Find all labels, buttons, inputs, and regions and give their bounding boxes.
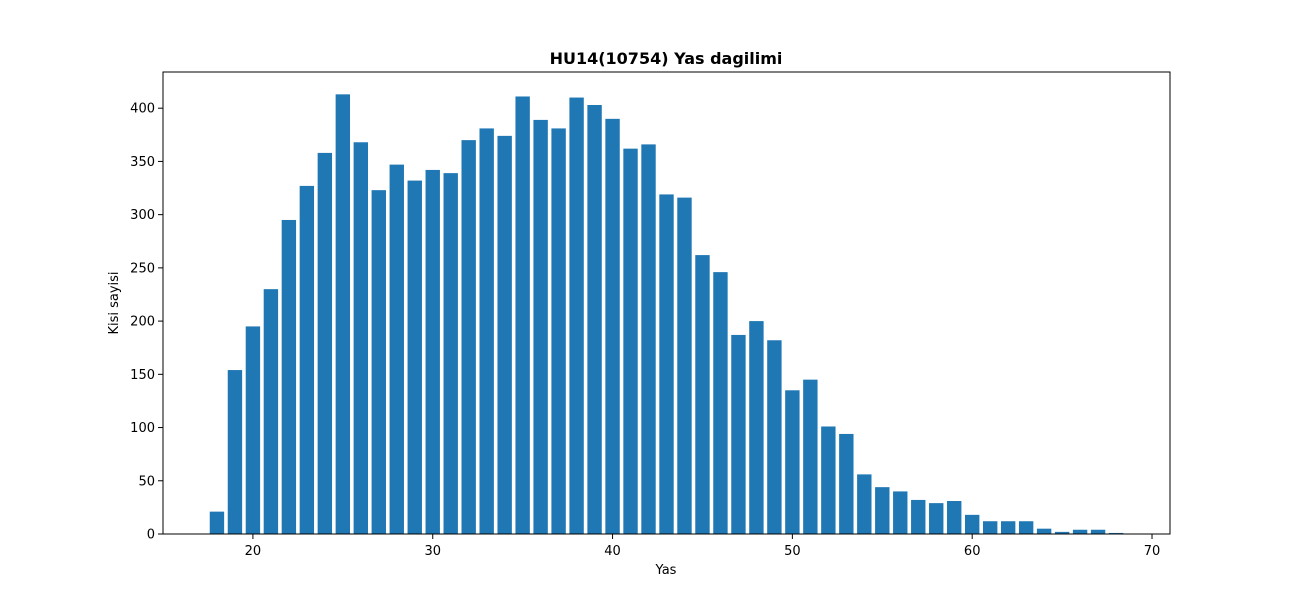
bars-group [210,94,1124,534]
bar-age-61 [983,521,997,534]
bar-age-64 [1037,529,1051,534]
bar-age-33 [479,128,493,534]
y-tick-label-100: 100 [130,421,155,436]
bar-age-20 [246,326,260,534]
x-tick-label-40: 40 [604,544,621,559]
bar-age-67 [1091,530,1105,534]
bar-age-57 [911,500,925,534]
x-tick-label-50: 50 [784,544,801,559]
bar-age-36 [533,120,547,534]
bar-age-60 [965,515,979,534]
bar-age-66 [1073,530,1087,534]
bar-age-38 [569,98,583,534]
y-tick-label-50: 50 [138,474,155,489]
bar-age-22 [282,220,296,534]
bar-age-24 [318,153,332,534]
y-tick-label-350: 350 [130,155,155,170]
bar-age-26 [354,142,368,534]
bar-age-62 [1001,521,1015,534]
bar-age-32 [462,140,476,534]
bar-age-53 [839,434,853,534]
bar-age-34 [497,136,511,534]
y-tick-label-250: 250 [130,261,155,276]
bar-age-44 [677,198,691,534]
bar-age-19 [228,370,242,534]
bar-age-56 [893,491,907,534]
bar-age-28 [390,165,404,534]
bar-age-25 [336,94,350,534]
bar-age-18 [210,512,224,534]
bar-age-46 [713,272,727,534]
y-tick-label-0: 0 [147,528,155,543]
y-tick-label-400: 400 [130,102,155,117]
bar-age-48 [749,321,763,534]
bar-age-41 [623,149,637,534]
x-tick-label-70: 70 [1144,544,1161,559]
bar-age-54 [857,474,871,534]
bar-age-39 [587,105,601,534]
bar-age-49 [767,340,781,534]
bar-age-43 [659,194,673,534]
x-axis-label: Yas [655,563,677,578]
bar-age-30 [426,170,440,534]
bar-age-59 [947,501,961,534]
y-tick-label-150: 150 [130,368,155,383]
bar-age-23 [300,186,314,534]
bar-age-63 [1019,521,1033,534]
bar-age-35 [515,96,529,534]
y-axis-label: Kisi sayisi [107,271,122,334]
bar-age-31 [444,173,458,534]
chart-title: HU14(10754) Yas dagilimi [550,49,783,68]
bar-age-40 [605,119,619,534]
x-tick-label-60: 60 [964,544,981,559]
bar-age-47 [731,335,745,534]
x-tick-label-20: 20 [245,544,262,559]
x-axis-ticks: 20 30 40 50 60 70 [245,534,1161,559]
y-tick-label-300: 300 [130,208,155,223]
bar-age-45 [695,255,709,534]
bar-age-29 [408,181,422,534]
bar-age-42 [641,144,655,534]
x-tick-label-30: 30 [424,544,441,559]
bar-age-21 [264,289,278,534]
bar-age-50 [785,390,799,534]
y-tick-label-200: 200 [130,315,155,330]
bar-age-52 [821,426,835,534]
bar-age-37 [551,128,565,534]
bar-age-51 [803,380,817,534]
y-axis-ticks: 0 50 100 150 200 250 300 350 400 [130,102,163,543]
bar-age-55 [875,487,889,534]
bar-age-58 [929,503,943,534]
bar-age-27 [372,190,386,534]
